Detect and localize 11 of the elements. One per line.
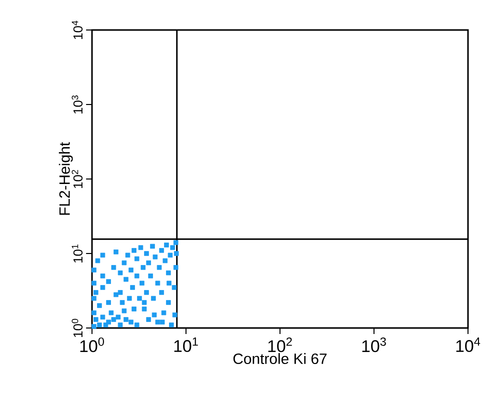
x-tick-label: 10$^{3}$ — [362, 337, 386, 352]
y-tick-label: 10$^{1}$ — [72, 244, 83, 262]
y-tick-label: 10$^{2}$ — [72, 170, 83, 188]
x-tick-label: 10$^{4}$ — [456, 337, 480, 352]
y-axis-title: FL2-Height — [58, 142, 73, 215]
x-axis-title: Controle Ki 67 — [233, 353, 327, 364]
x-tick-label: 10$^{2}$ — [268, 337, 292, 352]
y-tick-label: 10$^{3}$ — [72, 95, 83, 114]
y-tick-label: 10$^{4}$ — [72, 20, 83, 39]
y-tick-label: 10$^{0}$ — [72, 318, 83, 337]
x-tick-label: 10$^{1}$ — [174, 337, 198, 352]
